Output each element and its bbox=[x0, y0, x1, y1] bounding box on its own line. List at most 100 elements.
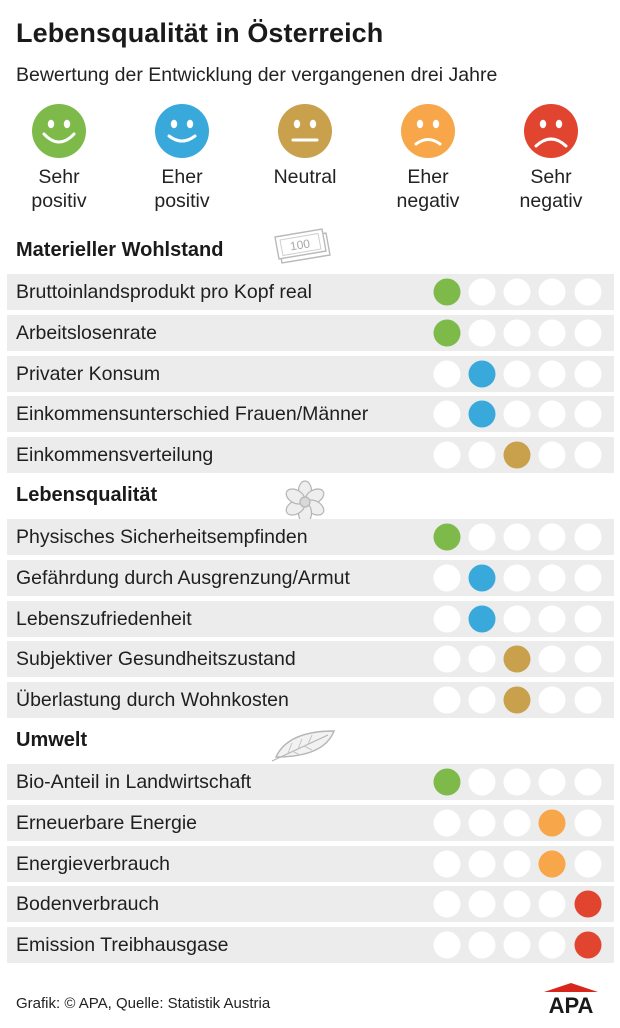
rating-dot-empty bbox=[538, 400, 566, 428]
rating-dot-filled bbox=[503, 686, 531, 714]
row-label: Subjektiver Gesundheitszustand bbox=[16, 648, 296, 671]
table-row: Physisches Sicherheitsempfinden bbox=[7, 519, 614, 555]
rating-dot-empty bbox=[503, 278, 531, 306]
rating-dot-filled bbox=[503, 645, 531, 673]
rating-dot-empty bbox=[503, 850, 531, 878]
rating-dot-empty bbox=[503, 400, 531, 428]
rating-dot-empty bbox=[574, 278, 602, 306]
rating-dot-empty bbox=[503, 319, 531, 347]
table-row: Bodenverbrauch bbox=[7, 886, 614, 923]
rating-dot-empty bbox=[574, 523, 602, 551]
row-label: Überlastung durch Wohnkosten bbox=[16, 689, 289, 712]
table-row: Bruttoinlandsprodukt pro Kopf real bbox=[7, 274, 614, 310]
rating-dot-empty bbox=[538, 523, 566, 551]
legend-item: Sehr positiv bbox=[4, 103, 114, 213]
rating-dot-empty bbox=[433, 645, 461, 673]
svg-text:100: 100 bbox=[289, 236, 311, 253]
rating-dot-empty bbox=[538, 686, 566, 714]
svg-text:APA: APA bbox=[549, 993, 594, 1015]
section-icon: 100 bbox=[272, 227, 334, 274]
rating-dot-empty bbox=[433, 441, 461, 469]
table-row: Arbeitslosenrate bbox=[7, 314, 614, 351]
rating-dot-empty bbox=[538, 319, 566, 347]
table-row: Einkommensverteilung bbox=[7, 437, 614, 474]
row-label: Bodenverbrauch bbox=[16, 893, 160, 916]
row-label: Arbeitslosenrate bbox=[16, 321, 157, 344]
rating-dots bbox=[433, 400, 602, 428]
rating-dot-empty bbox=[574, 809, 602, 837]
legend-label-line: Sehr bbox=[530, 166, 572, 188]
rating-dot-empty bbox=[574, 441, 602, 469]
rating-dot-empty bbox=[503, 809, 531, 837]
table-row: Gefährdung durch Ausgrenzung/Armut bbox=[7, 559, 614, 596]
banknote-icon: 100 bbox=[274, 228, 331, 264]
section-heading: Umwelt bbox=[16, 729, 88, 751]
rating-dot-empty bbox=[503, 605, 531, 633]
table-row: Privater Konsum bbox=[7, 355, 614, 392]
rating-dot-filled bbox=[538, 850, 566, 878]
rating-dots bbox=[433, 686, 602, 714]
legend-label-line: positiv bbox=[31, 190, 87, 212]
table-row: Erneuerbare Energie bbox=[7, 804, 614, 841]
rating-dot-filled bbox=[574, 931, 602, 959]
rating-dot-empty bbox=[574, 400, 602, 428]
rating-dot-empty bbox=[468, 645, 496, 673]
rating-dot-empty bbox=[503, 360, 531, 388]
page-title: Lebensqualität in Österreich bbox=[16, 18, 384, 48]
rating-dot-empty bbox=[433, 360, 461, 388]
legend-item: Neutral bbox=[250, 103, 360, 189]
rating-dot-empty bbox=[574, 850, 602, 878]
rating-dot-empty bbox=[433, 400, 461, 428]
rating-dot-empty bbox=[574, 686, 602, 714]
rating-dot-filled bbox=[503, 441, 531, 469]
legend-item: Eher positiv bbox=[127, 103, 237, 213]
rating-dots bbox=[433, 564, 602, 592]
rating-dots bbox=[433, 931, 602, 959]
rating-dot-empty bbox=[433, 686, 461, 714]
smiley-frown-icon bbox=[401, 104, 455, 158]
page-subtitle: Bewertung der Entwicklung der vergangene… bbox=[16, 64, 498, 86]
row-label: Energieverbrauch bbox=[16, 852, 170, 875]
legend-label-line: Neutral bbox=[273, 166, 337, 188]
rating-dot-filled bbox=[433, 523, 461, 551]
row-label: Privater Konsum bbox=[16, 362, 161, 385]
rating-dot-empty bbox=[433, 850, 461, 878]
rating-dot-empty bbox=[538, 768, 566, 796]
row-label: Emission Treibhausgase bbox=[16, 934, 229, 957]
rating-dot-empty bbox=[468, 890, 496, 918]
rating-dot-empty bbox=[433, 809, 461, 837]
rating-dot-empty bbox=[538, 645, 566, 673]
table-row: Einkommensunterschied Frauen/Männer bbox=[7, 396, 614, 433]
rating-dot-empty bbox=[468, 809, 496, 837]
legend-label-line: Sehr bbox=[38, 166, 80, 188]
table-row: Emission Treibhausgase bbox=[7, 927, 614, 964]
legend-label: Sehr positiv bbox=[4, 165, 114, 213]
rating-dot-empty bbox=[538, 564, 566, 592]
rating-dots bbox=[433, 360, 602, 388]
rating-dot-filled bbox=[468, 605, 496, 633]
rating-dot-empty bbox=[538, 890, 566, 918]
smiley-big-frown-icon bbox=[524, 104, 578, 158]
legend-label-line: negativ bbox=[396, 190, 460, 212]
row-label: Einkommensunterschied Frauen/Männer bbox=[16, 403, 369, 426]
rating-dot-empty bbox=[433, 890, 461, 918]
table-row: Lebenszufriedenheit bbox=[7, 600, 614, 637]
rating-dot-empty bbox=[574, 360, 602, 388]
rating-dot-filled bbox=[468, 400, 496, 428]
rating-dot-empty bbox=[468, 319, 496, 347]
rating-dot-empty bbox=[468, 768, 496, 796]
flower-icon bbox=[285, 480, 325, 524]
table-row: Überlastung durch Wohnkosten bbox=[7, 682, 614, 719]
footer-credit: Grafik: © APA, Quelle: Statistik Austria bbox=[16, 995, 271, 1012]
legend-label: Eher positiv bbox=[127, 165, 237, 213]
row-label: Bio-Anteil in Landwirtschaft bbox=[16, 771, 252, 793]
rating-dot-empty bbox=[503, 890, 531, 918]
rating-dots bbox=[433, 523, 602, 551]
rating-dot-filled bbox=[433, 319, 461, 347]
table-row: Energieverbrauch bbox=[7, 845, 614, 882]
row-label: Einkommensverteilung bbox=[16, 444, 214, 467]
legend-item: Eher negativ bbox=[373, 103, 483, 213]
row-label: Gefährdung durch Ausgrenzung/Armut bbox=[16, 566, 350, 589]
rating-dot-empty bbox=[538, 360, 566, 388]
rating-dot-filled bbox=[433, 278, 461, 306]
